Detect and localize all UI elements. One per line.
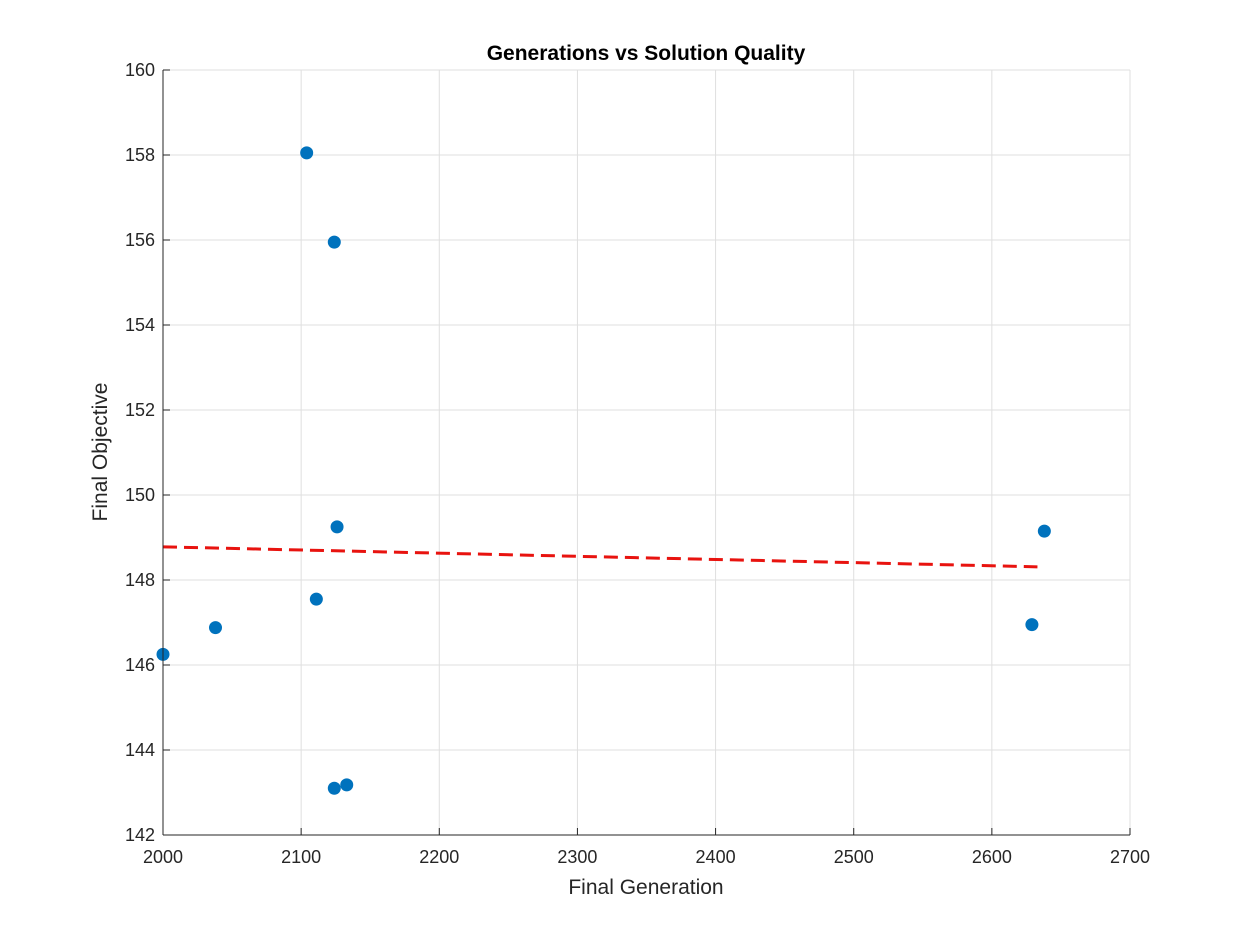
y-axis-label: Final Objective [89, 383, 112, 522]
y-tick-label: 142 [125, 825, 155, 845]
plot-area-background [163, 70, 1130, 835]
x-tick-label: 2500 [834, 847, 874, 867]
y-tick-label: 150 [125, 485, 155, 505]
axes: 2000 2100 2200 2300 2400 2500 2600 2700 142 144 14… [125, 60, 1150, 867]
x-tick-label: 2600 [972, 847, 1012, 867]
data-point [208, 621, 222, 635]
x-tick-label: 2400 [696, 847, 736, 867]
y-tick-label: 148 [125, 570, 155, 590]
x-tick-label: 2300 [557, 847, 597, 867]
data-point [327, 781, 341, 795]
data-point [340, 778, 354, 792]
y-tick-label: 158 [125, 145, 155, 165]
y-tick-label: 146 [125, 655, 155, 675]
x-tick-label: 2100 [281, 847, 321, 867]
y-tick-label: 160 [125, 60, 155, 80]
x-axis-label: Final Generation [568, 876, 723, 899]
x-tick-label: 2700 [1110, 847, 1150, 867]
y-tick-label: 152 [125, 400, 155, 420]
data-point [330, 520, 344, 534]
y-tick-label: 156 [125, 230, 155, 250]
x-tick-label: 2200 [419, 847, 459, 867]
data-point [327, 235, 341, 249]
x-tick-label: 2000 [143, 847, 183, 867]
y-tick-label: 154 [125, 315, 155, 335]
chart-title: Generations vs Solution Quality [487, 42, 806, 65]
grid [162, 69, 1131, 836]
data-point [300, 146, 314, 160]
data-point [309, 592, 323, 606]
data-point [1037, 524, 1051, 538]
data-point [1025, 618, 1039, 632]
y-tick-label: 144 [125, 740, 155, 760]
